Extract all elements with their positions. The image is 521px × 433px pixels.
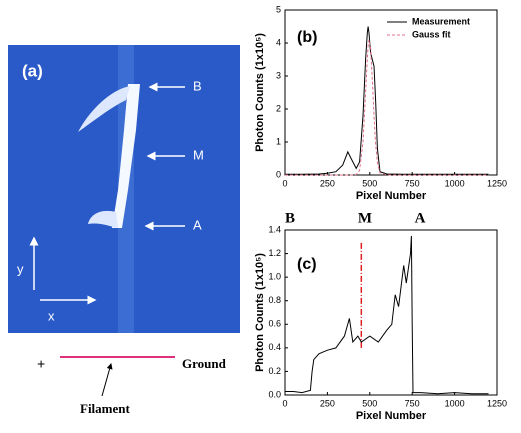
image-panel: (a) B M A y x — [8, 45, 240, 333]
branch — [88, 210, 118, 228]
x-tick-label: 500 — [362, 178, 377, 188]
legend-label: Measurement — [412, 16, 470, 26]
plot-frame — [284, 229, 498, 396]
annotation: A — [415, 210, 426, 226]
x-tick-label: 1000 — [445, 178, 465, 188]
y-axis-label: Photon Counts (1x10⁵) — [254, 253, 266, 372]
series-line — [285, 26, 489, 175]
panel-label: (c) — [297, 256, 317, 273]
y-tick-label: 1 — [276, 136, 281, 146]
y-tick-label: 1.4 — [268, 224, 281, 234]
x-axis-label: Pixel Number — [356, 410, 427, 422]
y-tick-label: 1.0 — [268, 272, 281, 282]
y-tick-label: 5 — [276, 4, 281, 14]
polarity: + — [37, 356, 45, 372]
y-tick-label: 4 — [276, 37, 281, 47]
branch — [78, 86, 130, 132]
axis-label: y — [17, 261, 24, 276]
y-axis-label: Photon Counts (1x10⁵) — [254, 33, 266, 152]
y-tick-label: 2 — [276, 103, 281, 113]
x-tick-label: 250 — [320, 398, 335, 408]
x-tick-label: 1250 — [487, 398, 507, 408]
ground-label: Ground — [182, 356, 227, 371]
y-tick-label: 0.8 — [268, 295, 281, 305]
point-label: M — [193, 147, 204, 162]
panel-label: (b) — [297, 29, 317, 46]
x-tick-label: 750 — [405, 178, 420, 188]
series-line — [285, 235, 489, 395]
y-tick-label: 0.6 — [268, 319, 281, 329]
filament-label: Filament — [80, 401, 130, 416]
x-tick-label: 0 — [282, 178, 287, 188]
x-tick-label: 750 — [405, 398, 420, 408]
x-tick-label: 500 — [362, 398, 377, 408]
annotation: M — [358, 210, 372, 226]
x-axis-label: Pixel Number — [356, 190, 427, 202]
arrow — [101, 363, 113, 397]
annotation: B — [285, 210, 295, 226]
y-tick-label: 0.2 — [268, 366, 281, 376]
x-tick-label: 0 — [282, 398, 287, 408]
y-tick-label: 0 — [276, 169, 281, 179]
x-tick-label: 250 — [320, 178, 335, 188]
point-label: A — [193, 217, 202, 232]
y-tick-label: 0.4 — [268, 342, 281, 352]
legend-label: Gauss fit — [412, 29, 451, 39]
y-tick-label: 1.2 — [268, 248, 281, 258]
y-tick-label: 0.0 — [268, 389, 281, 399]
series-line — [285, 39, 489, 176]
point-label: B — [193, 78, 202, 93]
axis-label: x — [48, 308, 55, 323]
x-tick-label: 1250 — [487, 178, 507, 188]
y-tick-label: 3 — [276, 70, 281, 80]
x-tick-label: 1000 — [445, 398, 465, 408]
discharge — [112, 84, 140, 228]
panel-label: (a) — [22, 61, 43, 80]
